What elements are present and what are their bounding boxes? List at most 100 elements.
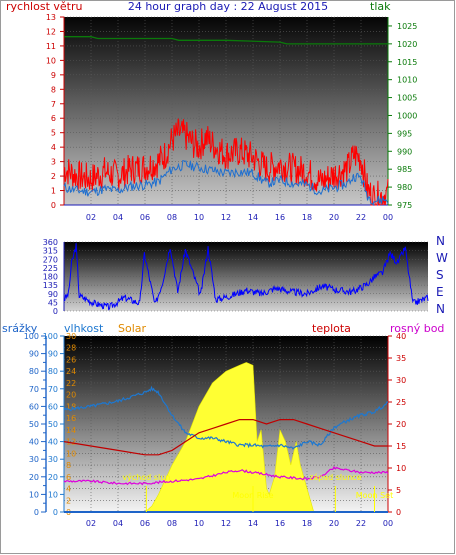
solar-tick-label: 26 — [66, 355, 76, 364]
temperature-tick-label: 35 — [396, 354, 406, 363]
x-tick-label: 20 — [329, 213, 339, 222]
wind-speed-label: rychlost větru — [6, 0, 82, 13]
x-tick-label: 18 — [302, 519, 312, 528]
temperature-tick-label: 0 — [396, 508, 401, 517]
direction-tick-label: 360 — [43, 238, 58, 247]
temperature-humidity-panel: 02 04 06 08 10 12 14 16 18 20 22 000102030405060708… — [24, 332, 406, 528]
pressure-tick-label: 980 — [397, 183, 412, 192]
solar-tick-label: 28 — [66, 344, 76, 353]
rain-tick-label: 40 — [29, 438, 39, 447]
x-tick-label: 12 — [221, 519, 231, 528]
temperature-tick-label: 15 — [396, 442, 406, 451]
wind-tick-label: 7 — [51, 100, 56, 109]
solar-tick-label: 6 — [66, 473, 71, 482]
x-tick-label: 00 — [383, 519, 393, 528]
solar-tick-label: 12 — [66, 438, 76, 447]
wind-tick-label: 4 — [51, 143, 56, 152]
pressure-tick-label: 1010 — [397, 76, 417, 85]
wind-tick-label: 6 — [51, 114, 56, 123]
pressure-tick-label: 1015 — [397, 58, 417, 67]
dewpoint-axis-label: rosný bod — [390, 322, 444, 335]
pressure-tick-label: 1025 — [397, 22, 417, 31]
temperature-tick-label: 5 — [396, 486, 401, 495]
pressure-tick-label: 1000 — [397, 111, 417, 120]
pressure-series — [64, 36, 388, 45]
rain-tick-label: 0 — [34, 508, 39, 517]
wind-pressure-panel: 0123456789101112139759809859909951000100… — [46, 13, 418, 222]
wind-tick-label: 0 — [51, 201, 56, 210]
solar-series — [64, 362, 388, 513]
x-tick-label: 06 — [140, 519, 150, 528]
wind-tick-label: 1 — [51, 187, 56, 196]
pressure-tick-label: 985 — [397, 165, 412, 174]
humidity-axis-label: vlhkost — [64, 322, 104, 335]
x-tick-label: 16 — [275, 519, 285, 528]
direction-letter: E — [436, 285, 444, 299]
wind-tick-label: 12 — [46, 27, 56, 36]
x-tick-label: 08 — [167, 213, 177, 222]
solar-axis-label: Solar — [118, 322, 147, 335]
pressure-tick-label: 1020 — [397, 40, 417, 49]
direction-series — [63, 243, 429, 311]
event-label: Moon Rise — [232, 491, 273, 500]
x-tick-label: 10 — [194, 213, 204, 222]
humidity-tick-label: 20 — [48, 473, 58, 482]
rain-tick-label: 90 — [29, 350, 39, 359]
direction-letter: W — [436, 251, 448, 265]
rain-tick-label: 100 — [24, 332, 39, 341]
direction-letter: N — [436, 234, 445, 248]
temperature-tick-label: 25 — [396, 398, 406, 407]
solar-tick-label: 22 — [66, 379, 76, 388]
humidity-tick-label: 0 — [53, 508, 58, 517]
direction-tick-label: 225 — [43, 264, 58, 273]
chart-title: 24 hour graph day : 22 August 2015 — [128, 0, 328, 13]
solar-tick-label: 10 — [66, 449, 76, 458]
solar-tick-label: 2 — [66, 496, 71, 505]
wind-tick-label: 11 — [46, 42, 56, 51]
event-label: východ slun — [122, 473, 170, 482]
temperature-tick-label: 10 — [396, 464, 406, 473]
rain-tick-label: 60 — [29, 402, 39, 411]
x-tick-label: 22 — [356, 213, 366, 222]
rain-axis-label: srážky — [2, 322, 38, 335]
wind-tick-label: 2 — [51, 172, 56, 181]
direction-tick-label: 135 — [43, 281, 58, 290]
x-tick-label: 14 — [248, 519, 258, 528]
x-tick-label: 18 — [302, 213, 312, 222]
solar-tick-label: 24 — [66, 367, 76, 376]
solar-tick-label: 18 — [66, 402, 76, 411]
temperature-series — [63, 419, 388, 456]
rain-tick-label: 30 — [29, 455, 39, 464]
solar-tick-label: 14 — [66, 426, 76, 435]
direction-letter: S — [436, 268, 444, 282]
wind-tick-label: 8 — [51, 85, 56, 94]
solar-tick-label: 30 — [66, 332, 76, 341]
wind-gust-series — [63, 118, 389, 206]
event-label: Moon Set — [356, 491, 393, 500]
humidity-tick-label: 90 — [48, 350, 58, 359]
x-tick-label: 04 — [113, 213, 123, 222]
humidity-tick-label: 70 — [48, 385, 58, 394]
rain-tick-label: 50 — [29, 420, 39, 429]
rain-tick-label: 20 — [29, 473, 39, 482]
direction-tick-label: 90 — [48, 290, 58, 299]
humidity-tick-label: 40 — [48, 438, 58, 447]
direction-letter: N — [436, 302, 445, 316]
x-tick-label: 04 — [113, 519, 123, 528]
humidity-tick-label: 60 — [48, 402, 58, 411]
humidity-tick-label: 30 — [48, 455, 58, 464]
rain-tick-label: 10 — [29, 490, 39, 499]
pressure-tick-label: 995 — [397, 129, 412, 138]
pressure-tick-label: 990 — [397, 147, 412, 156]
solar-tick-label: 20 — [66, 391, 76, 400]
direction-tick-label: 315 — [43, 247, 58, 256]
wind-tick-label: 9 — [51, 71, 56, 80]
x-tick-label: 08 — [167, 519, 177, 528]
rain-tick-label: 80 — [29, 367, 39, 376]
x-tick-label: 12 — [221, 213, 231, 222]
humidity-tick-label: 10 — [48, 490, 58, 499]
wind-tick-label: 5 — [51, 129, 56, 138]
